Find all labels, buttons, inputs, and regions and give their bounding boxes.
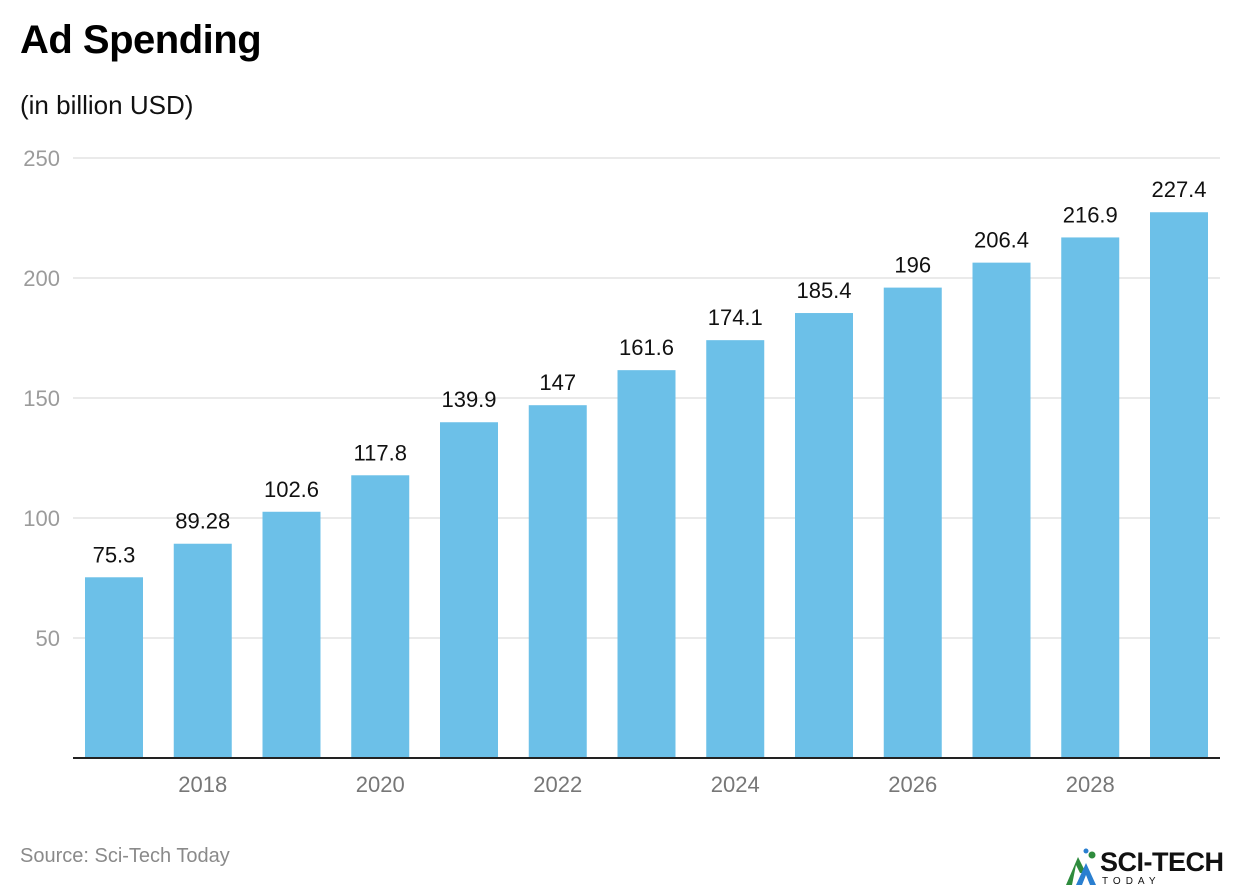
bar <box>351 475 410 758</box>
data-label: 206.4 <box>974 228 1029 253</box>
logo-name: SCI-TECH <box>1100 847 1224 877</box>
data-label: 174.1 <box>708 305 763 330</box>
data-label: 185.4 <box>796 278 851 303</box>
y-tick-label: 100 <box>23 506 60 531</box>
data-label: 89.28 <box>175 509 230 534</box>
data-label: 139.9 <box>441 387 496 412</box>
chart-title: Ad Spending <box>20 18 262 62</box>
x-tick-label: 2028 <box>1066 772 1115 797</box>
data-label: 227.4 <box>1151 177 1206 202</box>
x-tick-label: 2026 <box>888 772 937 797</box>
bar <box>528 405 587 758</box>
y-tick-label: 200 <box>23 266 60 291</box>
logo-mark-icon <box>1066 848 1096 885</box>
x-tick-label: 2018 <box>178 772 227 797</box>
x-tick-label: 2022 <box>533 772 582 797</box>
bar <box>617 370 676 758</box>
bar <box>795 313 853 758</box>
bar <box>262 511 321 758</box>
bar <box>173 543 232 758</box>
y-tick-label: 50 <box>36 626 60 651</box>
bar <box>706 340 765 758</box>
bar <box>85 577 143 758</box>
data-label: 102.6 <box>264 477 319 502</box>
x-tick-label: 2024 <box>711 772 760 797</box>
data-label: 161.6 <box>619 335 674 360</box>
bar <box>1061 237 1120 758</box>
y-tick-label: 250 <box>23 146 60 171</box>
logo-tagline: TODAY <box>1102 876 1161 887</box>
data-label: 147 <box>539 370 576 395</box>
bar <box>440 422 498 758</box>
bar-chart: 50 100 150 200 250 75.3 89.28 2018 102.6 117.8 202… <box>23 146 1220 797</box>
bar <box>883 287 942 758</box>
x-tick-label: 2020 <box>356 772 405 797</box>
y-tick-label: 150 <box>23 386 60 411</box>
bar <box>1150 212 1208 759</box>
data-label: 196 <box>894 253 931 278</box>
source-note: Source: Sci-Tech Today <box>20 845 230 867</box>
sci-tech-logo: SCI-TECH TODAY <box>1062 843 1238 889</box>
bar <box>972 262 1031 758</box>
data-label: 117.8 <box>354 440 407 465</box>
chart-subtitle: (in billion USD) <box>20 90 194 120</box>
data-label: 75.3 <box>93 542 136 567</box>
data-label: 216.9 <box>1063 202 1118 227</box>
